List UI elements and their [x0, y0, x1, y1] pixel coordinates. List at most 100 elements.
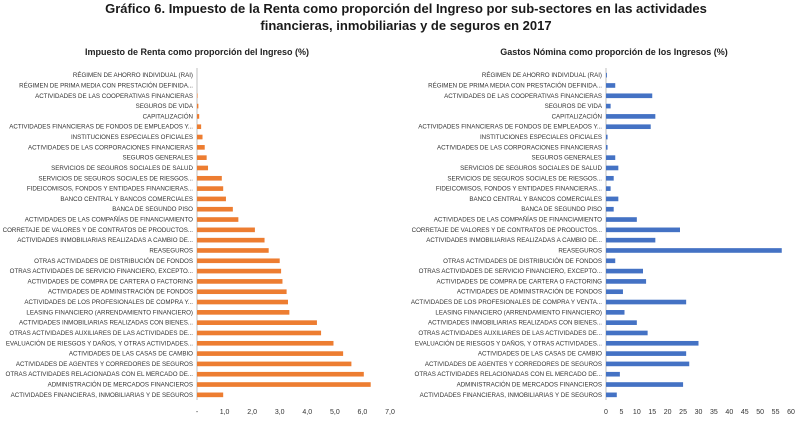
- x-tick-label: 25: [679, 409, 687, 416]
- category-label: OTRAS ACTIVIDADES DE SERVICIO FINANCIERO…: [419, 268, 603, 275]
- category-label: OTRAS ACTIVIDADES RELACIONADAS CON EL ME…: [415, 371, 603, 378]
- bar: [197, 134, 203, 140]
- bar: [197, 289, 287, 295]
- bar: [197, 155, 207, 160]
- category-label: ACTIVIDADES INMOBILIARIAS REALIZADAS A C…: [17, 237, 193, 244]
- bar: [197, 320, 317, 325]
- x-tick-label: 2,0: [247, 409, 257, 416]
- bar: [606, 196, 619, 202]
- bar: [606, 258, 616, 264]
- category-label: ACTIVIDADES DE COMPRA DE CARTERA O FACTO…: [28, 278, 194, 285]
- category-label: BANCO CENTRAL Y BANCOS COMERCIALES: [60, 196, 193, 203]
- bar: [197, 392, 224, 398]
- x-tick-label: 4,0: [302, 409, 312, 416]
- bar: [606, 186, 611, 191]
- category-label: LEASING FINANCIERO (ARRENDAMIENTO FINANC…: [435, 309, 602, 316]
- category-label: CORRETAJE DE VALORES Y DE CONTRATOS DE P…: [3, 227, 194, 234]
- category-label: OTRAS ACTIVIDADES RELACIONADAS CON EL ME…: [6, 371, 194, 378]
- category-label: INSTITUCIONES ESPECIALES OFICIALES: [71, 134, 193, 141]
- x-tick-label: -: [196, 409, 199, 416]
- x-tick-label: 50: [756, 409, 764, 416]
- bar: [606, 248, 782, 253]
- x-tick-label: 10: [633, 409, 641, 416]
- bar: [606, 206, 614, 212]
- x-tick-label: 55: [772, 409, 780, 416]
- category-label: SERVICIOS DE SEGUROS SOCIALES DE SALUD: [460, 165, 602, 172]
- bar: [606, 310, 625, 315]
- bar: [197, 175, 222, 181]
- bar: [606, 392, 617, 398]
- x-tick-label: 35: [710, 409, 718, 416]
- category-label: EVALUACIÓN DE RIESGOS Y DAÑOS, Y OTRAS A…: [415, 340, 602, 347]
- category-label: LEASING FINANCIERO (ARRENDAMIENTO FINANC…: [26, 309, 193, 316]
- category-label: SEGUROS GENERALES: [123, 155, 194, 162]
- bar: [606, 361, 690, 367]
- category-label: OTRAS ACTIVIDADES DE SERVICIO FINANCIERO…: [10, 268, 194, 275]
- bar: [197, 258, 280, 264]
- category-label: BANCA DE SEGUNDO PISO: [521, 206, 602, 213]
- bar: [606, 175, 614, 181]
- figure-title-line-1: Gráfico 6. Impuesto de la Renta como pro…: [105, 1, 707, 16]
- category-label: ACTIVIDADES DE LAS COMPAÑÍAS DE FINANCIA…: [25, 217, 193, 224]
- x-tick-label: 5,0: [330, 409, 340, 416]
- bar: [606, 155, 616, 160]
- category-label: ACTIVIDADES DE LAS CASAS DE CAMBIO: [478, 351, 602, 358]
- bar: [197, 340, 334, 346]
- x-tick-label: 20: [664, 409, 672, 416]
- category-label: ACTIVIDADES DE LAS COMPAÑÍAS DE FINANCIA…: [434, 217, 602, 224]
- category-label: BANCO CENTRAL Y BANCOS COMERCIALES: [469, 196, 602, 203]
- category-label: RÉGIMEN DE PRIMA MEDIA CON PRESTACIÓN DE…: [428, 82, 602, 89]
- bar: [197, 330, 322, 336]
- category-label: ACTIVIDADES DE LAS CASAS DE CAMBIO: [69, 351, 193, 358]
- chart-left: Impuesto de Renta como proporción del In…: [3, 47, 395, 416]
- chart-right: Gastos Nómina como proporción de los Ing…: [411, 47, 795, 416]
- category-label: ADMINISTRACIÓN DE MERCADOS FINANCIEROS: [48, 382, 193, 389]
- bar: [197, 371, 364, 377]
- category-label: ACTIVIDADES DE LOS PROFESIONALES DE COMP…: [411, 299, 602, 306]
- category-label: ACTIVIDADES FINANCIERAS, INMOBILIARIAS Y…: [11, 392, 193, 399]
- bar: [606, 279, 647, 284]
- bar: [606, 114, 656, 119]
- category-label: RÉGIMEN DE PRIMA MEDIA CON PRESTACIÓN DE…: [19, 82, 193, 89]
- category-label: ACTIVIDADES INMOBILIARIAS REALIZADAS CON…: [428, 320, 602, 327]
- category-label: ACTIVIDADES DE LAS COOPERATIVAS FINANCIE…: [444, 93, 602, 100]
- bar: [197, 196, 226, 202]
- bar: [606, 145, 608, 150]
- x-tick-label: 30: [695, 409, 703, 416]
- category-label: OTRAS ACTIVIDADES DE DISTRIBUCIÓN DE FON…: [34, 258, 193, 265]
- x-tick-label: 5: [619, 409, 623, 416]
- category-label: SEGUROS DE VIDA: [136, 103, 194, 110]
- bar: [197, 268, 282, 274]
- category-label: SEGUROS GENERALES: [532, 155, 603, 162]
- category-label: ACTIVIDADES DE LAS COOPERATIVAS FINANCIE…: [35, 93, 193, 100]
- category-label: ACTIVIDADES DE AGENTES Y CORREDORES DE S…: [16, 361, 193, 368]
- category-label: SERVICIOS DE SEGUROS SOCIALES DE SALUD: [51, 165, 193, 172]
- x-tick-label: 45: [741, 409, 749, 416]
- category-label: ACTIVIDADES DE LAS CORPORACIONES FINANCI…: [28, 144, 193, 151]
- category-label: ACTIVIDADES DE COMPRA DE CARTERA O FACTO…: [437, 278, 603, 285]
- category-label: OTRAS ACTIVIDADES AUXILIARES DE LAS ACTI…: [418, 330, 602, 337]
- category-label: ACTIVIDADES DE LAS CORPORACIONES FINANCI…: [437, 144, 602, 151]
- chart-title: Impuesto de Renta como proporción del In…: [85, 47, 309, 57]
- bar: [606, 268, 643, 274]
- x-tick-label: 40: [725, 409, 733, 416]
- bar: [197, 382, 371, 387]
- category-label: ACTIVIDADES FINANCIERAS DE FONDOS DE EMP…: [418, 124, 602, 131]
- bar: [606, 351, 687, 356]
- bar: [606, 134, 608, 140]
- bar: [606, 124, 651, 130]
- bar: [197, 114, 200, 119]
- bar: [197, 217, 239, 222]
- category-label: REASEGUROS: [149, 247, 193, 254]
- bar: [606, 237, 656, 243]
- category-label: REASEGUROS: [558, 247, 602, 254]
- bar: [606, 340, 699, 346]
- category-label: BANCA DE SEGUNDO PISO: [112, 206, 193, 213]
- bar: [606, 217, 637, 222]
- bar: [197, 248, 269, 253]
- category-label: ACTIVIDADES DE ADMINISTRACIÓN DE FONDOS: [457, 289, 602, 296]
- bar: [606, 83, 616, 88]
- figure-title-line-2: financieras, inmobiliarias y de seguros …: [260, 18, 552, 33]
- bar: [197, 145, 205, 150]
